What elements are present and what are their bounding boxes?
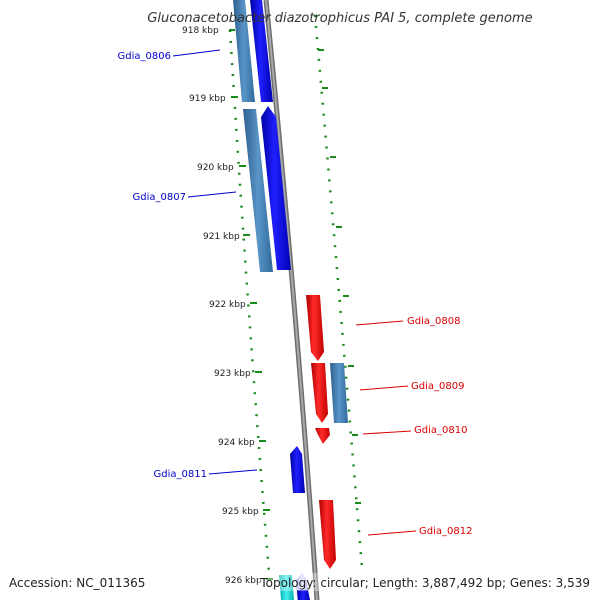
gene-label-gdia-0807[interactable]: Gdia_0807	[133, 192, 186, 203]
gene-label-gdia-0808[interactable]: Gdia_0808	[407, 316, 460, 327]
tick-labels: 918 kbp 919 kbp 920 kbp 921 kbp 922 kbp …	[182, 26, 262, 586]
gene-label-gdia-0809[interactable]: Gdia_0809	[411, 381, 464, 392]
cds-partial-blue[interactable]	[297, 590, 310, 600]
gene-label-gdia-0812[interactable]: Gdia_0812	[419, 526, 472, 537]
gene-label-gdia-0810[interactable]: Gdia_0810	[414, 425, 467, 436]
tick-label: 922 kbp	[209, 300, 246, 310]
gene-feature-gdia-0807[interactable]	[243, 109, 273, 272]
label-leaders	[172, 49, 417, 536]
accession-text: Accession: NC_011365	[9, 576, 145, 590]
tick-label: 926 kbp	[225, 576, 262, 586]
cds-gdia-0811[interactable]	[290, 446, 305, 493]
cds-gdia-0807[interactable]	[261, 106, 291, 270]
outer-dotted-track	[313, 14, 364, 569]
tick-label: 918 kbp	[182, 26, 219, 36]
cds-gdia-0812[interactable]	[319, 500, 336, 569]
tick-label: 919 kbp	[189, 94, 226, 104]
cds-gdia-0810[interactable]	[315, 428, 330, 444]
tick-label: 923 kbp	[214, 369, 251, 379]
cds-gdia-0809[interactable]	[311, 363, 328, 423]
tick-label: 925 kbp	[222, 507, 259, 517]
map-title: Gluconacetobacter diazotrophicus PAI 5, …	[147, 11, 532, 26]
tick-label: 921 kbp	[203, 232, 240, 242]
genome-backbone	[263, 0, 320, 600]
cds-gdia-0806[interactable]	[250, 0, 273, 102]
tick-marks	[229, 29, 361, 580]
tick-label: 920 kbp	[197, 163, 234, 173]
gene-labels: Gdia_0806 Gdia_0807 Gdia_0808 Gdia_0809 …	[118, 51, 473, 537]
gene-label-gdia-0811[interactable]: Gdia_0811	[154, 469, 207, 480]
genome-summary-text: Topology: circular; Length: 3,887,492 bp…	[259, 576, 590, 590]
gene-feature-gdia-0809[interactable]	[330, 363, 348, 423]
gene-label-gdia-0806[interactable]: Gdia_0806	[118, 51, 171, 62]
footer-summary-bg	[258, 573, 594, 591]
tick-label: 924 kbp	[218, 438, 255, 448]
cds-partial-cyan[interactable]	[279, 575, 294, 600]
gene-feature-gdia-0806[interactable]	[233, 0, 255, 102]
cds-gdia-0808[interactable]	[306, 295, 324, 361]
